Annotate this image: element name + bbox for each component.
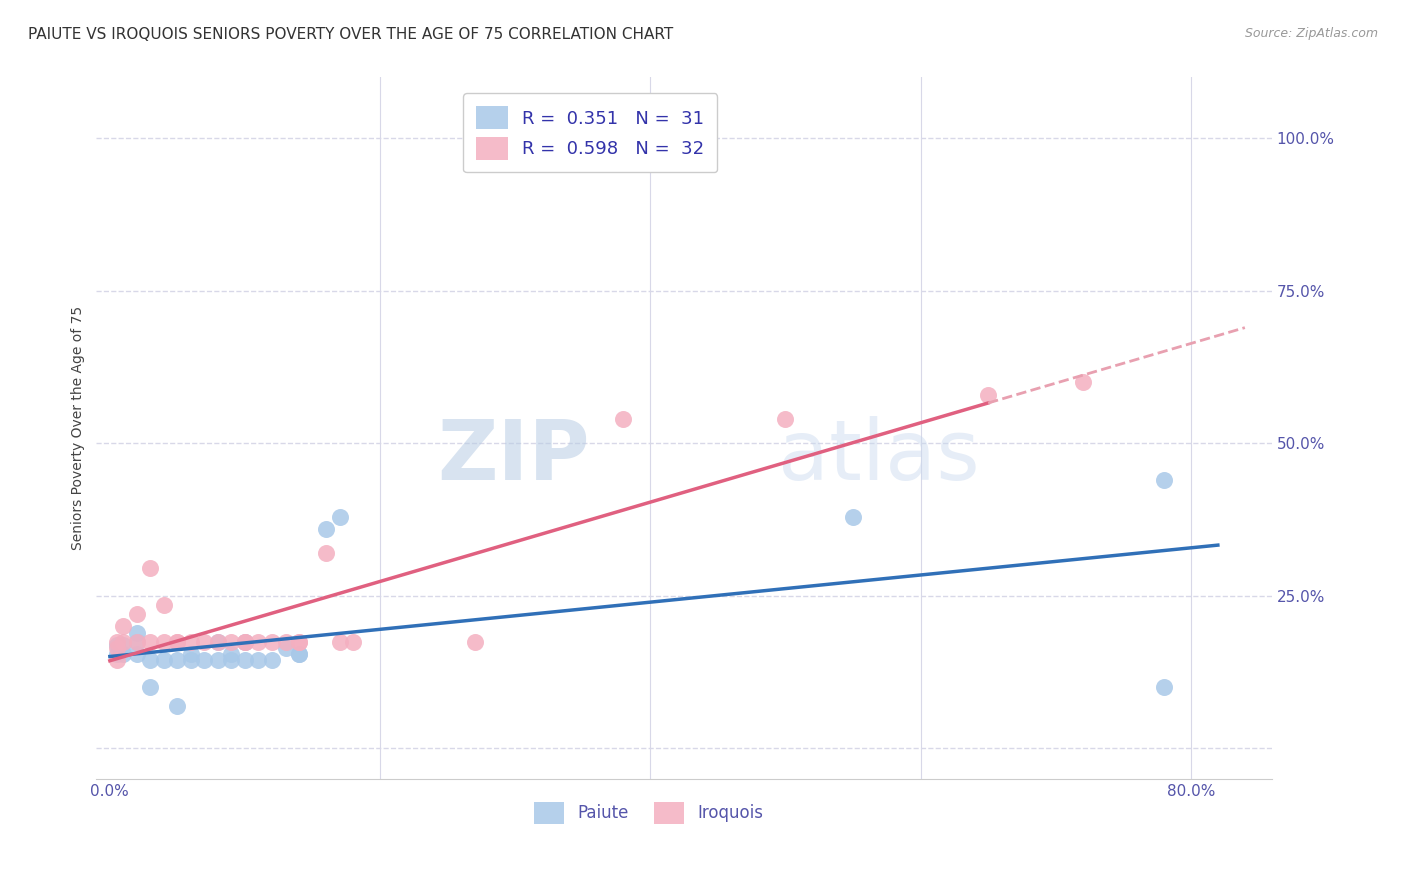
Point (125, 647, 148, 661)
Point (221, 653, 243, 667)
Point (842, 509, 865, 524)
Point (247, 653, 270, 667)
Point (125, 634, 148, 648)
Point (977, 387, 1000, 401)
Point (112, 619, 135, 633)
Point (125, 625, 148, 640)
Point (193, 653, 215, 667)
Point (464, 634, 486, 648)
Point (139, 653, 162, 667)
Point (247, 634, 270, 648)
Point (329, 509, 352, 524)
Point (221, 647, 243, 661)
Point (166, 653, 188, 667)
Point (288, 647, 311, 661)
Point (105, 638, 128, 652)
Point (105, 640, 128, 655)
Point (112, 634, 135, 648)
Point (233, 634, 256, 648)
Point (112, 647, 135, 661)
Legend: Paiute, Iroquois: Paiute, Iroquois (524, 792, 773, 834)
Point (1071, 376, 1094, 390)
Point (221, 634, 243, 648)
Point (329, 634, 352, 648)
Point (193, 634, 215, 648)
Point (166, 634, 188, 648)
Point (166, 634, 188, 648)
Point (166, 698, 188, 713)
Point (125, 607, 148, 622)
Point (207, 634, 229, 648)
Point (105, 647, 128, 661)
Point (288, 634, 311, 648)
Point (233, 634, 256, 648)
Point (207, 634, 229, 648)
Point (105, 634, 128, 648)
Point (112, 638, 135, 652)
Point (260, 653, 283, 667)
Point (207, 653, 229, 667)
Point (1153, 473, 1175, 487)
Point (775, 412, 797, 426)
Point (1153, 681, 1175, 695)
Point (153, 634, 176, 648)
Point (315, 546, 337, 560)
Point (233, 653, 256, 667)
Y-axis label: Seniors Poverty Over the Age of 75: Seniors Poverty Over the Age of 75 (72, 306, 86, 550)
Point (274, 634, 297, 648)
Point (139, 681, 162, 695)
Text: PAIUTE VS IROQUOIS SENIORS POVERTY OVER THE AGE OF 75 CORRELATION CHART: PAIUTE VS IROQUOIS SENIORS POVERTY OVER … (28, 27, 673, 42)
Point (153, 653, 176, 667)
Point (139, 561, 162, 575)
Point (180, 634, 202, 648)
Text: ZIP: ZIP (437, 416, 591, 497)
Point (180, 653, 202, 667)
Point (612, 412, 634, 426)
Point (125, 634, 148, 648)
Point (139, 634, 162, 648)
Point (105, 653, 128, 667)
Text: atlas: atlas (778, 416, 980, 497)
Point (233, 634, 256, 648)
Point (274, 640, 297, 655)
Point (153, 598, 176, 612)
Point (315, 522, 337, 536)
Point (288, 634, 311, 648)
Point (342, 634, 364, 648)
Text: Source: ZipAtlas.com: Source: ZipAtlas.com (1244, 27, 1378, 40)
Point (288, 647, 311, 661)
Point (260, 634, 283, 648)
Point (180, 647, 202, 661)
